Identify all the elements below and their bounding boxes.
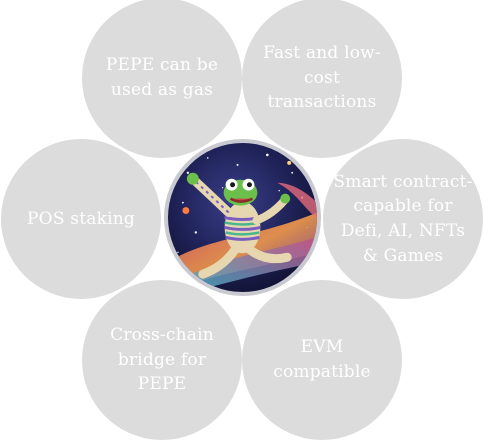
feature-evm-compatible: EVM compatible (242, 280, 402, 440)
feature-smart-contracts: Smart contract-capable for Defi, AI, NFT… (323, 139, 483, 299)
astronaut-frog-in-space-icon (168, 143, 317, 292)
feature-gas-label: PEPE can be used as gas (105, 55, 219, 100)
feature-cross-chain-bridge: Cross-chain bridge for PEPE (82, 280, 242, 440)
feature-smart-contracts-label: Smart contract-capable for Defi, AI, NFT… (333, 171, 473, 266)
feature-cross-chain-bridge-label: Cross-chain bridge for PEPE (110, 325, 214, 395)
feature-gas: PEPE can be used as gas (82, 0, 242, 158)
feature-evm-compatible-label: EVM compatible (273, 337, 371, 382)
feature-pos-staking: POS staking (1, 139, 161, 299)
feature-fast-transactions: Fast and low-cost transactions (242, 0, 402, 158)
feature-fast-transactions-label: Fast and low-cost transactions (263, 43, 381, 113)
feature-pos-staking-label: POS staking (27, 208, 135, 229)
center-illustration (164, 139, 321, 296)
